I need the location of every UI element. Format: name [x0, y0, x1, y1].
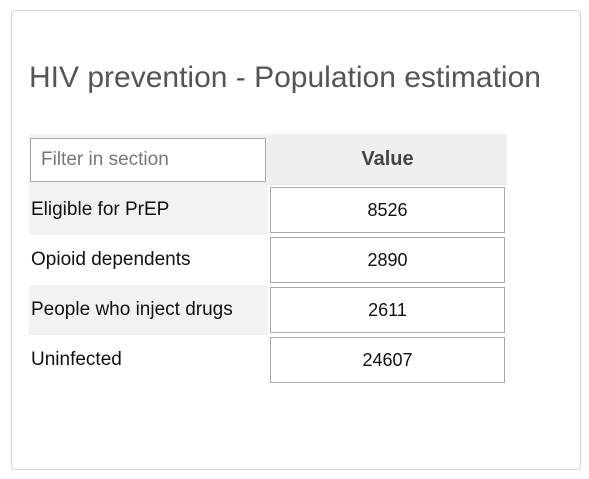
table-header-row: Value — [29, 134, 507, 185]
estimation-table: Value Eligible for PrEP 8526 Opioid depe… — [29, 134, 507, 385]
row-label: People who inject drugs — [29, 285, 268, 335]
value-field[interactable]: 2890 — [270, 237, 505, 283]
value-cell: 2611 — [268, 285, 507, 335]
table-row: People who inject drugs 2611 — [29, 285, 507, 335]
value-field[interactable]: 2611 — [270, 287, 505, 333]
row-label: Eligible for PrEP — [29, 185, 268, 235]
page-title: HIV prevention - Population estimation — [29, 61, 541, 94]
table-row: Eligible for PrEP 8526 — [29, 185, 507, 235]
table-row: Uninfected 24607 — [29, 335, 507, 385]
value-cell: 24607 — [268, 335, 507, 385]
row-label: Opioid dependents — [31, 249, 191, 270]
table-row: Opioid dependents 2890 — [29, 235, 507, 285]
value-cell: 8526 — [268, 185, 507, 235]
value-field[interactable]: 24607 — [270, 337, 505, 383]
value-field[interactable]: 8526 — [270, 187, 505, 233]
row-label: Uninfected — [31, 349, 122, 370]
filter-cell — [29, 134, 268, 185]
filter-input[interactable] — [30, 137, 266, 182]
value-cell: 2890 — [268, 235, 507, 285]
value-column-header: Value — [268, 134, 507, 185]
